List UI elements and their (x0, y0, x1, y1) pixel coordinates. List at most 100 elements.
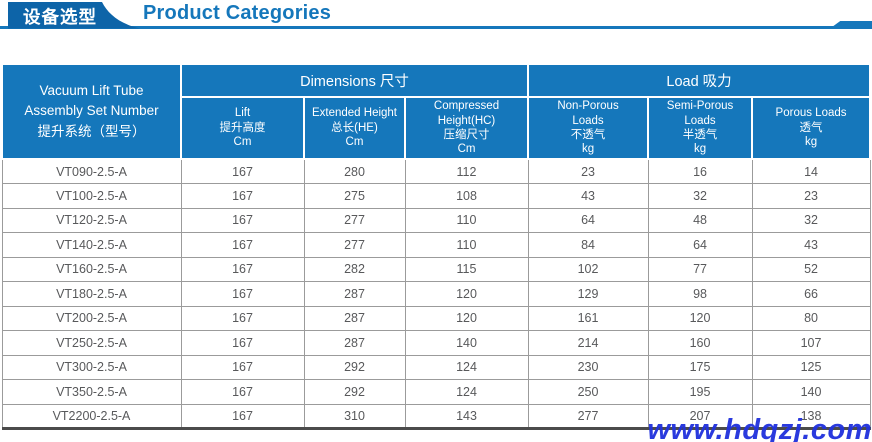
cell-compressed-height: 120 (404, 281, 529, 307)
cell-semi-porous-load: 16 (647, 158, 753, 184)
cell-model-number: VT250-2.5-A (1, 330, 182, 356)
cell-lift: 167 (180, 379, 305, 405)
header-porous-loads: Porous Loads 透气 kg (751, 96, 872, 160)
cell-extended-height: 282 (303, 256, 406, 282)
cell-lift: 167 (180, 354, 305, 380)
table-row: VT090-2.5-A 167 280 112 23 16 14 (1, 158, 871, 184)
cell-semi-porous-load: 160 (647, 330, 753, 356)
table-header: Vacuum Lift Tube Assembly Set Number 提升系… (1, 63, 872, 160)
header-extended-height: Extended Height 总长(HE) Cm (303, 96, 406, 160)
cell-model-number: VT160-2.5-A (1, 256, 182, 282)
cell-lift: 167 (180, 232, 305, 258)
cell-compressed-height: 120 (404, 305, 529, 331)
cell-non-porous-load: 161 (527, 305, 649, 331)
cell-non-porous-load: 84 (527, 232, 649, 258)
cell-non-porous-load: 230 (527, 354, 649, 380)
table-row: VT120-2.5-A 167 277 110 64 48 32 (1, 207, 871, 233)
cell-model-number: VT200-2.5-A (1, 305, 182, 331)
cell-extended-height: 275 (303, 183, 406, 209)
header-non-porous-loads: Non-Porous Loads 不透气 kg (527, 96, 650, 160)
table-row: VT140-2.5-A 167 277 110 84 64 43 (1, 232, 871, 258)
cell-model-number: VT2200-2.5-A (1, 403, 182, 430)
cell-semi-porous-load: 98 (647, 281, 753, 307)
cell-porous-load: 52 (751, 256, 871, 282)
header-lift: Lift 提升高度 Cm (180, 96, 305, 160)
cell-compressed-height: 143 (404, 403, 529, 430)
cell-extended-height: 287 (303, 330, 406, 356)
cell-lift: 167 (180, 281, 305, 307)
table-row: VT180-2.5-A 167 287 120 129 98 66 (1, 281, 871, 307)
table-row: VT200-2.5-A 167 287 120 161 120 80 (1, 305, 871, 331)
cell-porous-load: 125 (751, 354, 871, 380)
cell-porous-load: 14 (751, 158, 871, 184)
section-badge: 设备选型 (8, 2, 140, 29)
cell-extended-height: 292 (303, 379, 406, 405)
cell-compressed-height: 110 (404, 232, 529, 258)
cell-semi-porous-load: 195 (647, 379, 753, 405)
cell-lift: 167 (180, 305, 305, 331)
cell-non-porous-load: 64 (527, 207, 649, 233)
cell-non-porous-load: 102 (527, 256, 649, 282)
cell-compressed-height: 112 (404, 158, 529, 184)
cell-porous-load: 80 (751, 305, 871, 331)
cell-non-porous-load: 43 (527, 183, 649, 209)
cell-extended-height: 277 (303, 207, 406, 233)
cell-semi-porous-load: 120 (647, 305, 753, 331)
cell-non-porous-load: 250 (527, 379, 649, 405)
cell-porous-load: 138 (751, 403, 871, 430)
page-title: Product Categories (143, 2, 332, 24)
cell-semi-porous-load: 207 (647, 403, 753, 430)
table-row: VT250-2.5-A 167 287 140 214 160 107 (1, 330, 871, 356)
cell-porous-load: 107 (751, 330, 871, 356)
cell-compressed-height: 140 (404, 330, 529, 356)
cell-lift: 167 (180, 403, 305, 430)
cell-non-porous-load: 214 (527, 330, 649, 356)
table-row: VT350-2.5-A 167 292 124 250 195 140 (1, 379, 871, 405)
cell-lift: 167 (180, 183, 305, 209)
cell-semi-porous-load: 32 (647, 183, 753, 209)
cell-extended-height: 287 (303, 305, 406, 331)
cell-semi-porous-load: 77 (647, 256, 753, 282)
cell-lift: 167 (180, 330, 305, 356)
cell-extended-height: 292 (303, 354, 406, 380)
cell-porous-load: 23 (751, 183, 871, 209)
cell-non-porous-load: 23 (527, 158, 649, 184)
cell-compressed-height: 115 (404, 256, 529, 282)
cell-compressed-height: 124 (404, 379, 529, 405)
cell-compressed-height: 124 (404, 354, 529, 380)
table-body: VT090-2.5-A 167 280 112 23 16 14 VT100-2… (1, 158, 871, 430)
title-underline (0, 26, 872, 29)
table-row: VT160-2.5-A 167 282 115 102 77 52 (1, 256, 871, 282)
cell-model-number: VT300-2.5-A (1, 354, 182, 380)
header-group-load: Load 吸力 (527, 63, 872, 98)
table-row: VT100-2.5-A 167 275 108 43 32 23 (1, 183, 871, 209)
cell-non-porous-load: 277 (527, 403, 649, 430)
underline-endcap-shape (830, 20, 872, 29)
cell-model-number: VT100-2.5-A (1, 183, 182, 209)
cell-lift: 167 (180, 207, 305, 233)
cell-porous-load: 140 (751, 379, 871, 405)
cell-porous-load: 66 (751, 281, 871, 307)
cell-lift: 167 (180, 158, 305, 184)
table-row: VT2200-2.5-A 167 310 143 277 207 138 (1, 403, 871, 430)
badge-swoosh-shape (8, 2, 140, 29)
header-compressed-height: Compressed Height(HC) 压缩尺寸 Cm (403, 96, 530, 160)
header-semi-porous-loads: Semi-Porous Loads 半透气 kg (647, 96, 754, 160)
cell-extended-height: 310 (303, 403, 406, 430)
cell-porous-load: 32 (751, 207, 871, 233)
cell-model-number: VT120-2.5-A (1, 207, 182, 233)
cell-semi-porous-load: 64 (647, 232, 753, 258)
cell-model-number: VT140-2.5-A (1, 232, 182, 258)
cell-semi-porous-load: 48 (647, 207, 753, 233)
table-row: VT300-2.5-A 167 292 124 230 175 125 (1, 354, 871, 380)
cell-compressed-height: 110 (404, 207, 529, 233)
cell-extended-height: 277 (303, 232, 406, 258)
header-assembly-set-number: Vacuum Lift Tube Assembly Set Number 提升系… (1, 63, 182, 160)
cell-model-number: VT350-2.5-A (1, 379, 182, 405)
site-watermark: www.hdqzj.com (647, 414, 872, 442)
cell-lift: 167 (180, 256, 305, 282)
cell-model-number: VT090-2.5-A (1, 158, 182, 184)
cell-model-number: VT180-2.5-A (1, 281, 182, 307)
cell-non-porous-load: 129 (527, 281, 649, 307)
cell-compressed-height: 108 (404, 183, 529, 209)
